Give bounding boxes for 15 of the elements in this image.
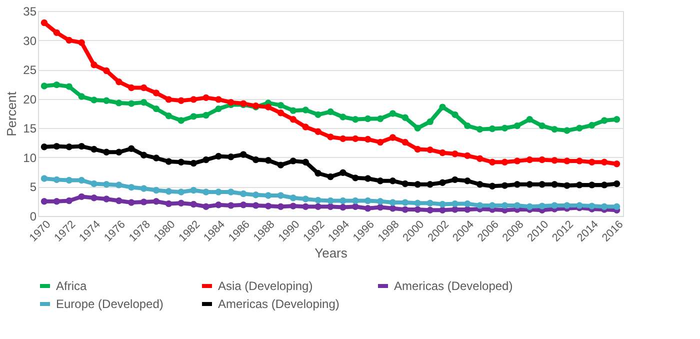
x-axis-title: Years [314, 246, 348, 261]
legend-label: Asia (Developing) [218, 279, 313, 293]
legend-label: Americas (Developed) [394, 279, 513, 293]
y-tick-label: 20 [23, 92, 37, 106]
legend-label: Africa [56, 279, 87, 293]
y-tick-label: 25 [23, 63, 37, 78]
y-axis-title: Percent [4, 91, 20, 136]
y-tick-label: 15 [23, 122, 37, 136]
y-tick-label: 10 [23, 150, 37, 165]
y-tick-label: 35 [23, 4, 37, 18]
y-tick-label: 0 [30, 210, 37, 224]
y-tick-label: 5 [30, 180, 37, 194]
y-tick-label: 30 [23, 34, 37, 48]
legend-label: Americas (Developing) [218, 297, 340, 311]
legend-label: Europe (Developed) [56, 297, 164, 311]
